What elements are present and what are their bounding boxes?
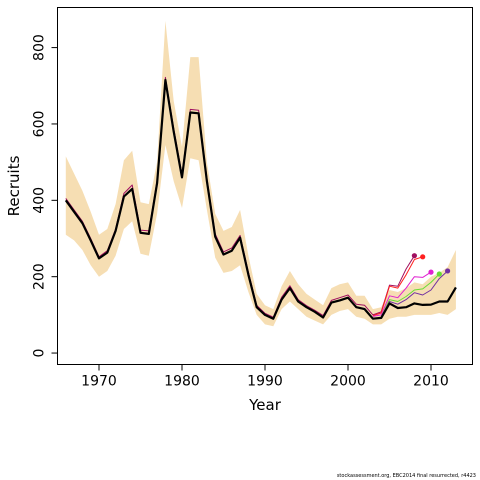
y-tick-label-600: 600 (32, 111, 48, 138)
series-end-point-4 (436, 271, 442, 277)
x-tick-label-1970: 1970 (81, 374, 117, 390)
y-tick-label-200: 200 (32, 263, 48, 290)
x-tick-label-2000: 2000 (330, 374, 366, 390)
series-line-5 (380, 270, 448, 318)
x-tick-label-1990: 1990 (247, 374, 283, 390)
series-line-3 (372, 271, 432, 317)
x-tick-label-1980: 1980 (164, 374, 200, 390)
y-tick-label-400: 400 (32, 187, 48, 214)
series-line-2 (372, 256, 423, 317)
series-line-4 (380, 273, 440, 318)
series-line-1 (65, 76, 415, 318)
y-axis: 0 200 400 600 800 (32, 34, 58, 358)
y-axis-title: Recruits (5, 155, 23, 216)
x-tick-label-2010: 2010 (413, 374, 449, 390)
plot-layer (64, 20, 457, 327)
series-end-point-2 (420, 254, 426, 260)
series-end-point-1 (411, 253, 417, 259)
y-tick-label-0: 0 (32, 349, 48, 358)
series-line-0 (64, 78, 457, 320)
x-axis-title: Year (248, 396, 282, 414)
y-tick-label-800: 800 (32, 34, 48, 61)
x-axis: 1970 1980 1990 2000 2010 (81, 364, 449, 390)
series-end-point-3 (428, 269, 434, 275)
footnote: stockassessment.org, EBC2014 final resur… (336, 473, 476, 479)
series-end-point-5 (445, 268, 451, 274)
